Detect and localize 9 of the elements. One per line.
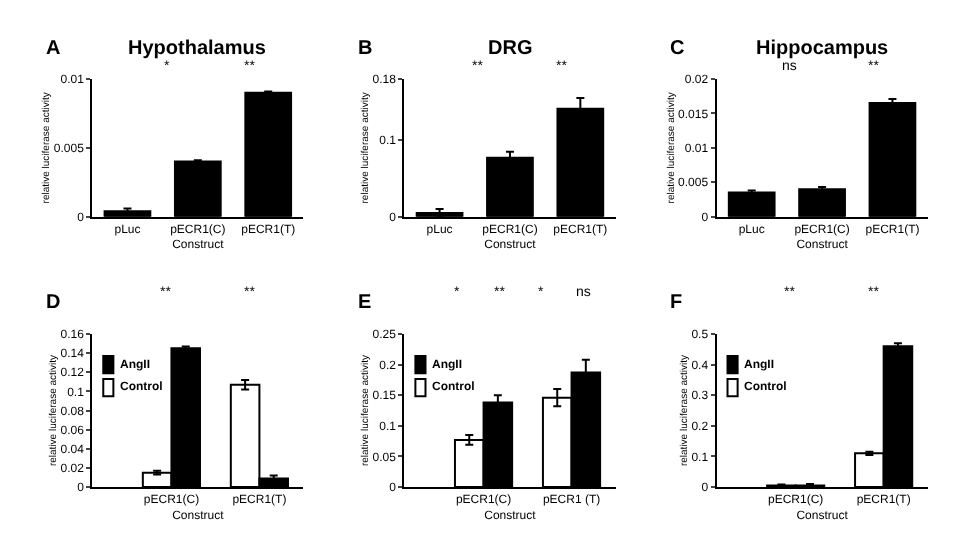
text: E [358, 292, 372, 314]
text: D [46, 292, 61, 314]
chart-title: Hippocampus [756, 38, 890, 60]
text: C [670, 38, 685, 60]
text: F [670, 292, 683, 314]
chart-title: DRG [488, 38, 533, 60]
chart-title: Hypothalamus [128, 38, 267, 60]
text: B [358, 38, 373, 60]
text: A [46, 38, 61, 60]
